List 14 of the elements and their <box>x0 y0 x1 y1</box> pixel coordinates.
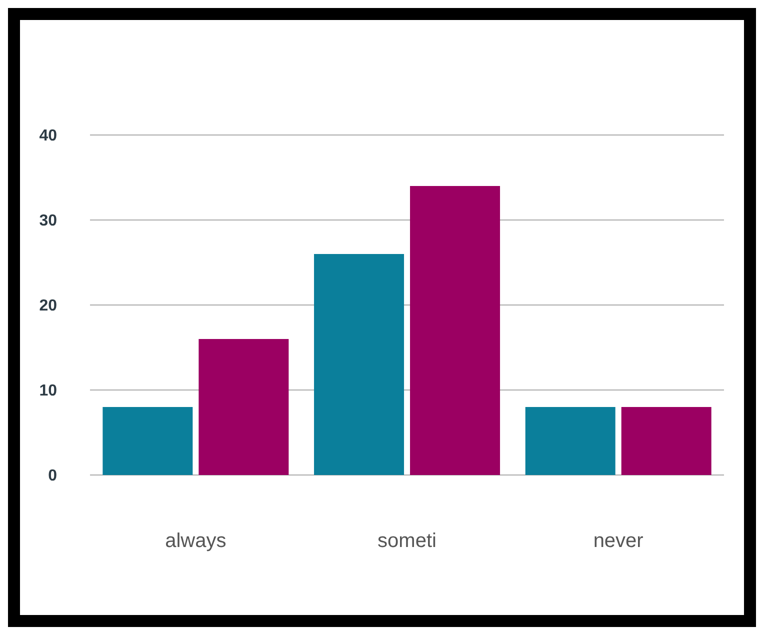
bar <box>314 254 404 475</box>
y-tick-label: 10 <box>39 382 58 400</box>
x-tick-label: always <box>165 530 226 552</box>
x-tick-label: someti <box>378 530 436 552</box>
x-tick-label: never <box>593 530 644 552</box>
y-tick-label: 20 <box>39 298 58 315</box>
bar <box>621 407 712 475</box>
bar <box>410 186 500 475</box>
bar <box>198 339 289 475</box>
y-tick-label: 0 <box>48 468 58 485</box>
bar <box>102 407 193 475</box>
bar <box>525 407 616 475</box>
y-tick-label: 30 <box>39 212 58 230</box>
y-tick-label: 40 <box>39 128 58 145</box>
